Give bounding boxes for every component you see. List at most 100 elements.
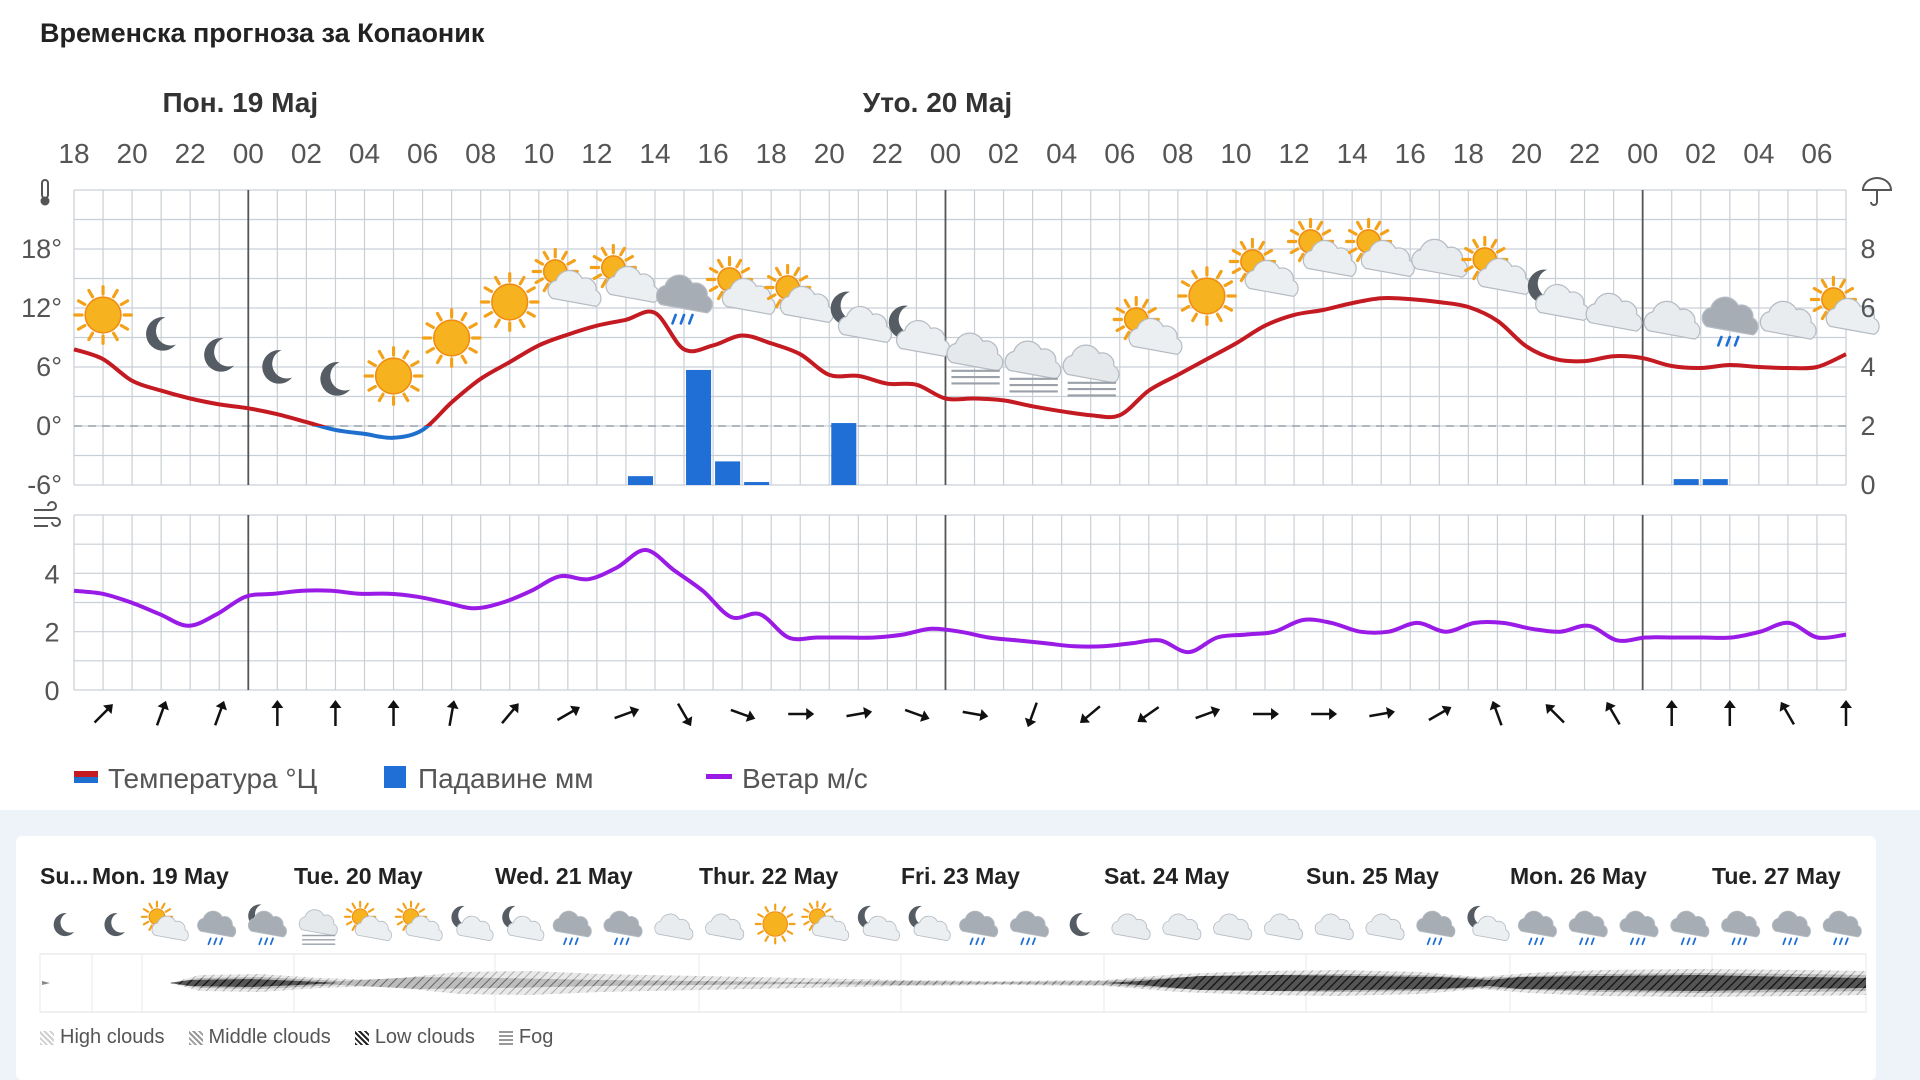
night-cloud-icon [908, 905, 951, 942]
precip-bar [831, 423, 857, 485]
cloud-icon [1365, 913, 1405, 941]
wind-arrow [1545, 704, 1565, 724]
partly-cloudy-icon [1228, 237, 1299, 297]
precip-bar [744, 482, 770, 485]
x-tick-label: 22 [872, 138, 903, 169]
cloud-legend-item: Low clouds [354, 1026, 475, 1049]
low-clouds-band [170, 975, 1866, 991]
precip-bar [1702, 479, 1728, 485]
wind-arrow [676, 702, 693, 727]
precip-bar [715, 461, 741, 485]
rain-cloud-icon [552, 910, 592, 946]
precip-bar [1673, 479, 1699, 485]
rain-cloud-icon [1721, 910, 1761, 946]
y-tick-precip: 8 [1860, 234, 1875, 264]
partly-cloudy-icon [1344, 217, 1415, 277]
wind-arrow [1079, 705, 1101, 723]
overview-day-label: Fri. 23 May [901, 863, 1020, 889]
cloud-icon [1263, 913, 1303, 941]
night-cloud-icon [451, 905, 494, 942]
x-tick-label: 14 [639, 138, 670, 169]
overview-day-label: Wed. 21 May [495, 863, 633, 889]
overview-day-label: Su... [40, 863, 89, 889]
x-tick-label: 04 [1046, 138, 1077, 169]
cloud-legend-item: High clouds [40, 1026, 165, 1049]
y-tick-precip: 6 [1860, 293, 1875, 323]
wind-arrow [329, 700, 342, 726]
precip-bar [686, 369, 712, 485]
x-tick-label: 20 [814, 138, 845, 169]
wind-arrow [1723, 700, 1736, 726]
cloud-legend-label: Fog [518, 1026, 554, 1048]
thermometer-icon [41, 179, 49, 199]
moon-icon [104, 913, 125, 937]
wind-arrow [846, 707, 873, 719]
legend-label-precipitation: Падавине мм [418, 763, 593, 794]
fog-icon [1062, 344, 1120, 397]
rain-cloud-icon [1568, 910, 1608, 946]
x-tick-label: 12 [1278, 138, 1309, 169]
moon-icon [262, 350, 293, 384]
fog-icon [1004, 340, 1062, 393]
cloud-icon [1759, 300, 1817, 340]
partly-cloudy-icon [705, 255, 776, 315]
partly-cloudy-icon [1461, 235, 1532, 295]
cloud-band-marker [42, 981, 50, 985]
partly-cloudy-icon [1286, 217, 1357, 277]
rain-cloud-icon [1619, 910, 1659, 946]
legend-swatch-wind [706, 774, 732, 779]
legend-label-wind: Ветар м/с [742, 763, 868, 794]
legend-label-temperature: Температура °Ц [108, 763, 318, 794]
wind-arrow [271, 700, 284, 726]
wind-arrow [1369, 707, 1396, 719]
night-cloud-icon [1527, 269, 1590, 321]
partly-cloudy-icon [531, 247, 602, 307]
partly-cloudy-icon [764, 263, 834, 323]
rain-cloud-icon [1517, 910, 1557, 946]
thermometer-bulb-icon [40, 196, 50, 206]
wind-line [73, 548, 1847, 655]
y-tick-temp: 12° [21, 293, 62, 323]
x-tick-label: 06 [407, 138, 438, 169]
x-tick-label: 18 [58, 138, 89, 169]
overview-day-label: Mon. 26 May [1510, 863, 1647, 889]
cloud-icon [654, 913, 694, 941]
cloud-legend-item: Fog [498, 1026, 554, 1049]
rain-cloud-icon [1416, 910, 1456, 946]
x-tick-label: 16 [1395, 138, 1426, 169]
cloud-legend-swatch [188, 1030, 203, 1045]
legend-swatch-temperature-cold [74, 777, 98, 783]
cloud-legend-label: Middle clouds [208, 1026, 331, 1048]
wind-icon [34, 501, 61, 527]
cloud-icon [1111, 913, 1151, 941]
moon-icon [320, 362, 351, 396]
overview-day-label: Tue. 20 May [294, 863, 423, 889]
x-tick-label: 20 [117, 138, 148, 169]
x-tick-label: 08 [1162, 138, 1193, 169]
wind-arrow [1779, 701, 1795, 726]
day-label: Пон. 19 Мај [162, 87, 318, 118]
wind-arrow [1137, 706, 1160, 723]
cloud-icon [1411, 238, 1469, 278]
overview-day-label: Thur. 22 May [699, 863, 839, 889]
fog-icon [298, 909, 338, 945]
night-cloud-icon [1467, 905, 1510, 942]
x-tick-label: 12 [581, 138, 612, 169]
wind-arrow [904, 708, 930, 722]
wind-arrow [1253, 708, 1280, 720]
y-tick-wind: 0 [44, 676, 59, 706]
rain-cloud-icon [603, 910, 643, 946]
night-cloud-icon [857, 905, 900, 942]
wind-arrow [93, 704, 113, 724]
partly-cloudy-icon [1809, 275, 1880, 335]
x-tick-label: 08 [465, 138, 496, 169]
partly-cloudy-icon [1112, 295, 1183, 355]
wind-arrow [1311, 708, 1338, 720]
cloud-icon [1585, 292, 1643, 332]
cloud-icon [1213, 913, 1253, 941]
sun-icon [421, 308, 482, 368]
x-tick-label: 04 [1743, 138, 1774, 169]
moon-icon [146, 317, 176, 351]
rain-cloud-icon [1009, 910, 1049, 946]
partly-cloudy-icon [140, 900, 189, 942]
